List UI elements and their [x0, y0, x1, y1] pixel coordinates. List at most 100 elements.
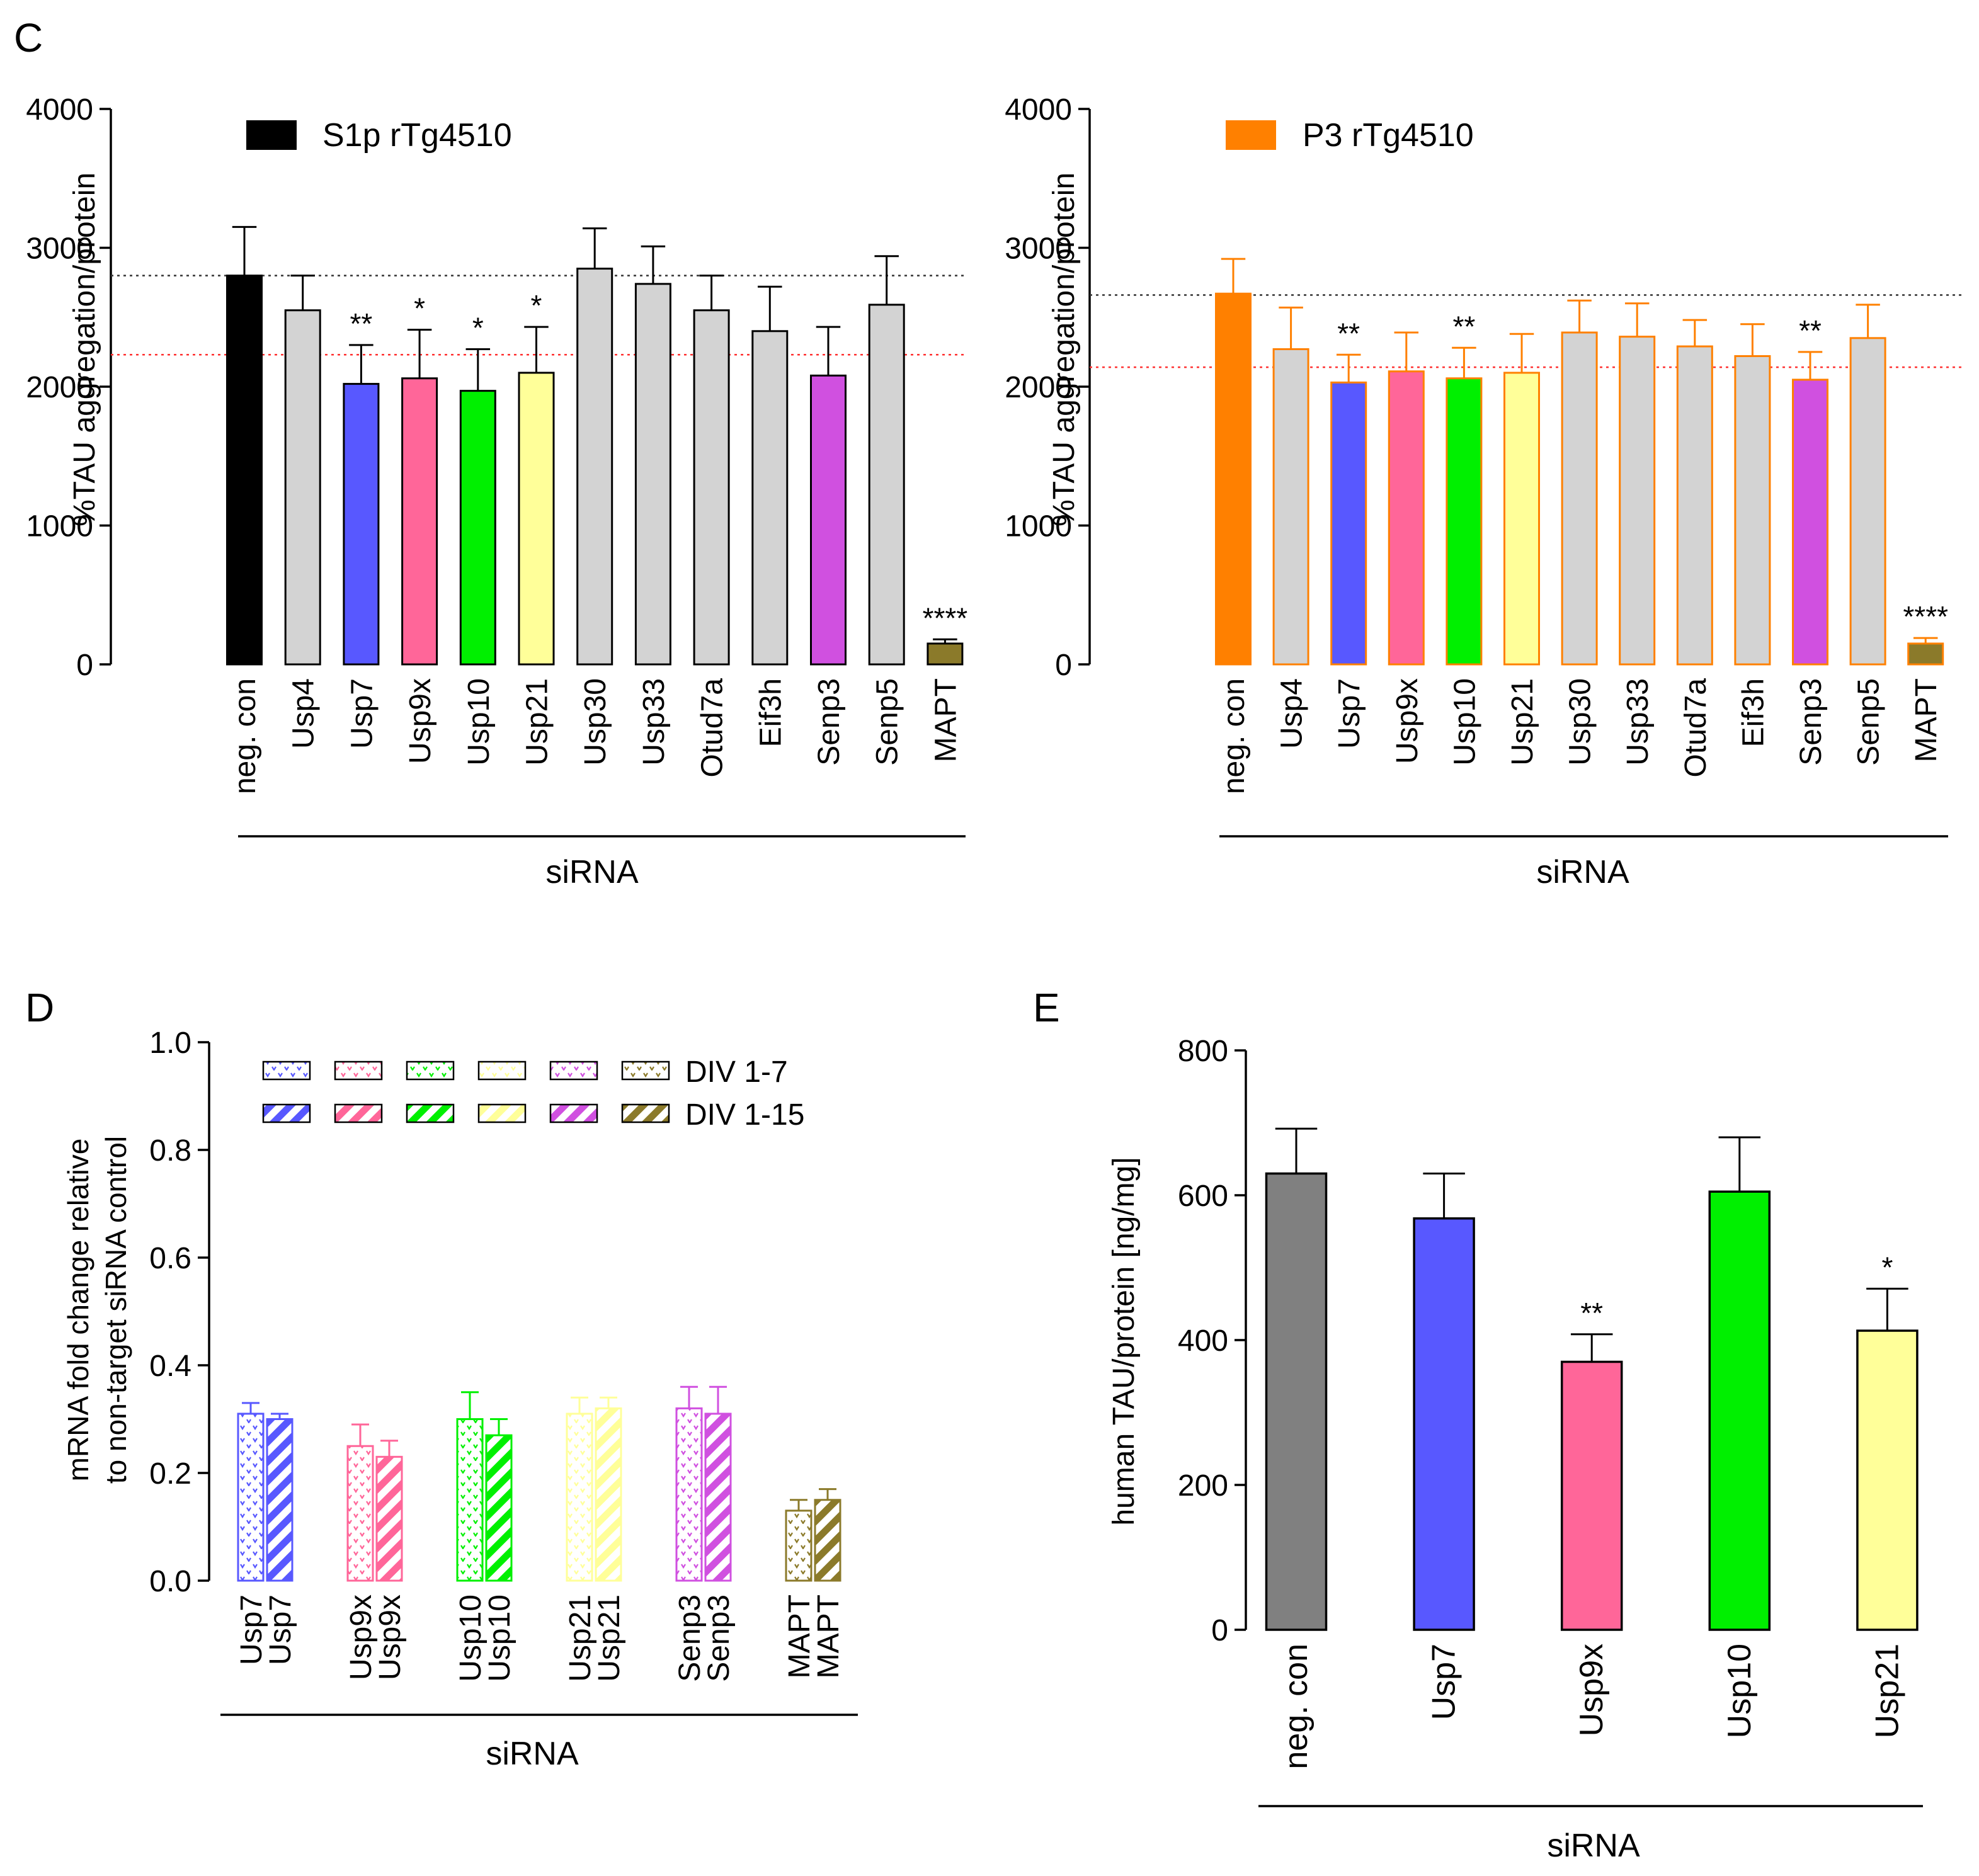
x-tick-label: Usp7	[264, 1595, 297, 1665]
bar	[927, 642, 964, 666]
bar	[1388, 370, 1425, 666]
x-tick-label: Usp4	[1275, 678, 1309, 749]
x-tick-label: Usp7	[235, 1595, 268, 1665]
significance-label: **	[1799, 314, 1822, 347]
panel-letter-e: E	[1033, 985, 1060, 1030]
legend-label: S1p rTg4510	[322, 117, 512, 154]
y-tick-label: 1000	[26, 510, 93, 543]
bar	[1215, 292, 1252, 666]
legend-swatch	[406, 1103, 455, 1123]
y-tick-label: 3000	[26, 232, 93, 266]
legend-swatch	[246, 120, 297, 150]
chart-c-p3: %TAU aggregation/protein P3 rTg4510 siRN…	[1005, 93, 1962, 890]
y-tick-label: 2000	[1005, 371, 1072, 404]
bar	[456, 1418, 484, 1582]
y-tick-label: 0.4	[149, 1350, 191, 1383]
bar	[343, 383, 380, 666]
y-axis-label: %TAU aggregation/protein	[1047, 173, 1081, 526]
x-tick-label: Usp4	[287, 678, 321, 749]
x-tick-label: MAPT	[1910, 678, 1943, 762]
x-tick-label: Usp10	[1721, 1644, 1758, 1738]
bar	[814, 1499, 841, 1582]
legend: DIV 1-7 DIV 1-15	[262, 1055, 804, 1132]
legend-swatch	[334, 1103, 383, 1123]
x-tick-label: Usp10	[462, 678, 496, 766]
y-tick-label: 0	[1055, 649, 1072, 682]
significance-label: ****	[1903, 600, 1948, 633]
y-tick-label: 0.2	[149, 1457, 191, 1491]
bar	[401, 377, 438, 666]
x-tick-label: Senp3	[1794, 678, 1828, 766]
bar	[518, 372, 555, 666]
y-tick-label: 4000	[26, 93, 93, 127]
significance-label: **	[350, 307, 372, 340]
x-tick-label: Usp9x	[1391, 678, 1424, 764]
x-tick-label: Usp33	[637, 678, 671, 766]
bar	[485, 1434, 513, 1582]
legend-swatch	[262, 1060, 311, 1081]
chart-c-s1p: C %TAU aggregation/protein S1p rTg4510 s…	[14, 15, 967, 890]
bar	[1561, 331, 1598, 666]
bar	[1849, 337, 1886, 666]
panel-letter-c: C	[14, 15, 43, 60]
y-tick-label: 0.6	[149, 1242, 191, 1275]
x-tick-label: Usp7	[345, 678, 379, 749]
x-tick-label: Usp10	[1448, 678, 1481, 766]
legend-label-div-1-15: DIV 1-15	[685, 1098, 804, 1132]
x-tick-label: MAPT	[812, 1595, 845, 1678]
bar	[1446, 377, 1483, 666]
x-tick-label: Usp9x	[404, 678, 437, 764]
x-tick-label: Eif3h	[754, 678, 787, 747]
x-tick-label: Senp3	[673, 1595, 707, 1682]
y-tick-label: 0	[1211, 1614, 1228, 1647]
bar	[1272, 348, 1309, 666]
legend-label-div-1-7: DIV 1-7	[685, 1055, 788, 1089]
bar	[1676, 345, 1713, 666]
x-tick-label: neg. con	[1218, 678, 1251, 794]
legend-swatch	[262, 1103, 311, 1123]
bar	[266, 1418, 294, 1582]
significance-label: *	[414, 292, 425, 325]
legend: S1p rTg4510	[246, 117, 512, 154]
y-axis-label: %TAU aggregation/protein	[68, 173, 101, 526]
y-tick-label: 4000	[1005, 93, 1072, 127]
bar	[634, 283, 671, 666]
significance-label: *	[1881, 1251, 1893, 1283]
bar	[346, 1445, 374, 1582]
x-tick-label: Usp21	[593, 1595, 626, 1682]
bar	[751, 330, 789, 666]
x-tick-label: Usp9x	[345, 1595, 378, 1680]
legend: P3 rTg4510	[1226, 117, 1474, 154]
x-tick-label: Otud7a	[696, 678, 729, 778]
y-tick-label: 2000	[26, 371, 93, 404]
y-axis-label-line1: mRNA fold change relative	[62, 1139, 94, 1482]
significance-label: **	[1337, 317, 1360, 350]
bar	[1907, 642, 1944, 666]
bar	[1792, 378, 1828, 666]
legend-swatch	[477, 1103, 527, 1123]
x-axis-label: siRNA	[1547, 1828, 1640, 1864]
x-axis-label: siRNA	[545, 854, 639, 890]
legend-swatch	[549, 1060, 598, 1081]
x-tick-label: neg. con	[229, 678, 262, 794]
x-tick-label: Usp10	[483, 1595, 516, 1682]
bar	[1413, 1217, 1475, 1631]
y-tick-label: 0.0	[149, 1565, 191, 1598]
x-tick-label: Usp21	[521, 678, 554, 766]
y-tick-label: 0.8	[149, 1134, 191, 1168]
x-tick-label: MAPT	[929, 678, 962, 762]
bar	[1734, 355, 1771, 666]
y-tick-label: 1.0	[149, 1026, 191, 1060]
x-tick-label: Usp21	[564, 1595, 597, 1682]
y-tick-label: 0	[76, 649, 93, 682]
x-tick-label: Usp33	[1621, 678, 1655, 766]
y-tick-label: 1000	[1005, 510, 1072, 543]
x-tick-label: Usp10	[454, 1595, 488, 1682]
bar	[1560, 1360, 1623, 1631]
y-tick-label: 600	[1178, 1180, 1228, 1213]
x-tick-label: Usp7	[1426, 1644, 1463, 1720]
bar	[576, 268, 613, 666]
chart-d-mrna: D mRNA fold change relative to non-targe…	[25, 985, 858, 1772]
x-tick-label: Eif3h	[1737, 678, 1770, 747]
